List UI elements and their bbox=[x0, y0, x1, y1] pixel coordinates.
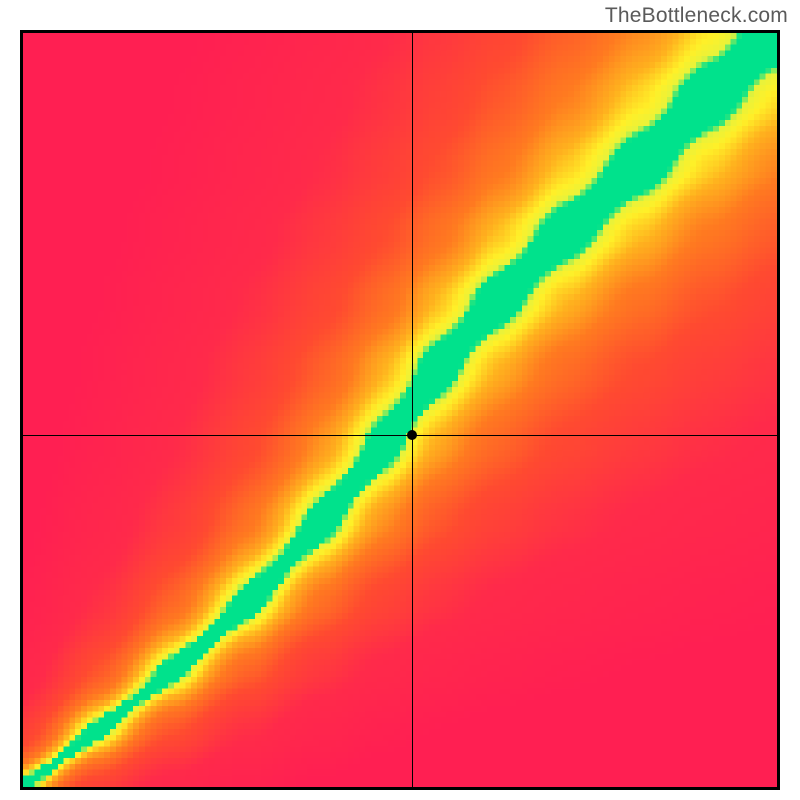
crosshair-vertical bbox=[412, 33, 413, 787]
crosshair-marker-dot bbox=[407, 430, 417, 440]
crosshair-horizontal bbox=[23, 435, 777, 436]
chart-root: TheBottleneck.com bbox=[0, 0, 800, 800]
heatmap-canvas bbox=[23, 33, 777, 787]
attribution-text: TheBottleneck.com bbox=[605, 4, 788, 28]
plot-frame bbox=[20, 30, 780, 790]
